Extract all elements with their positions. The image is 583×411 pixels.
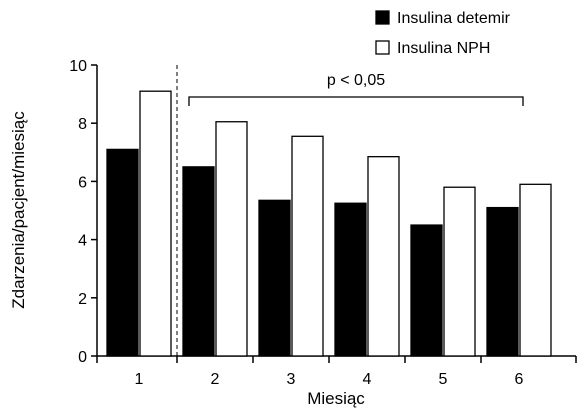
bracket-line [188, 96, 524, 107]
x-axis-title: Miesiąc [307, 389, 365, 408]
y-tick-label: 10 [69, 58, 87, 75]
legend-swatch-detemir [375, 10, 390, 25]
y-tick-label: 6 [78, 174, 87, 191]
legend: Insulina detemir Insulina NPH [375, 10, 511, 57]
legend-label-detemir: Insulina detemir [397, 10, 511, 27]
bar-detemir-month-1 [106, 148, 139, 357]
y-tick-label: 2 [78, 291, 87, 308]
x-tick-label: 4 [363, 371, 372, 388]
bar-nph-month-2 [215, 121, 248, 357]
y-axis-title: Zdarzenia/pacjent/miesiąc [9, 111, 28, 309]
legend-swatch-nph [375, 40, 390, 55]
bar-detemir-month-4 [334, 202, 367, 357]
x-tick-label: 5 [439, 371, 448, 388]
bar-nph-month-3 [291, 135, 324, 357]
legend-label-nph: Insulina NPH [397, 40, 490, 57]
bar-detemir-month-6 [486, 206, 519, 357]
x-tick-label: 6 [515, 371, 524, 388]
y-ticks: 0 2 4 6 8 10 [69, 58, 97, 366]
bar-nph-month-1 [139, 90, 172, 357]
bars [106, 90, 552, 357]
significance-bracket: p < 0,05 [188, 72, 524, 107]
bar-detemir-month-5 [410, 224, 443, 357]
x-tick-label: 2 [211, 371, 220, 388]
x-tick-label: 3 [287, 371, 296, 388]
bar-detemir-month-2 [182, 166, 215, 357]
x-ticks: 1 2 3 4 5 6 [96, 356, 577, 388]
bar-nph-month-4 [367, 156, 400, 357]
y-tick-label: 4 [78, 233, 87, 250]
y-tick-label: 0 [78, 349, 87, 366]
bar-nph-month-6 [519, 183, 552, 357]
y-tick-label: 8 [78, 116, 87, 133]
significance-label: p < 0,05 [327, 72, 385, 89]
bar-nph-month-5 [443, 186, 476, 357]
bar-detemir-month-3 [258, 199, 291, 357]
x-tick-label: 1 [135, 371, 144, 388]
